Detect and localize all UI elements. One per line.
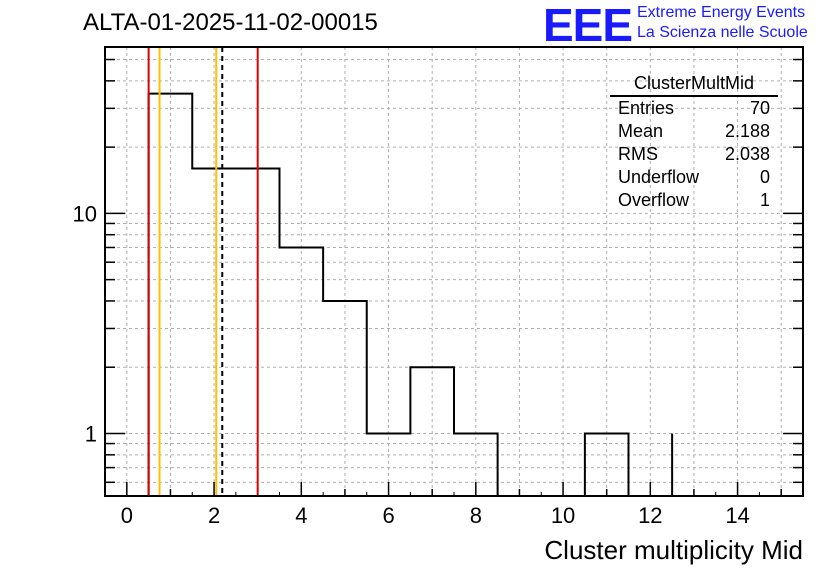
histogram-outline	[147, 92, 674, 496]
x-tick-label: 6	[382, 503, 394, 528]
logo-line-2: La Scienza nelle Scuole	[637, 24, 808, 41]
eee-logo: EEE	[543, 0, 633, 51]
y-tick-label: 1	[85, 421, 97, 446]
x-tick-label: 10	[551, 503, 575, 528]
x-tick-label: 8	[470, 503, 482, 528]
stats-label: Entries	[618, 98, 675, 118]
stats-box: ClusterMultMid Entries 70 Mean 2.188 RMS…	[610, 72, 778, 212]
stats-row: Entries 70	[610, 97, 778, 120]
stats-label: Overflow	[618, 190, 690, 210]
y-tick-label: 10	[73, 201, 97, 226]
ticks-layer	[105, 58, 803, 496]
logo-line-1: Extreme Energy Events	[637, 4, 806, 21]
x-tick-label: 12	[638, 503, 662, 528]
x-tick-label: 2	[208, 503, 220, 528]
stats-label: Underflow	[618, 167, 700, 187]
run-title: ALTA-01-2025-11-02-00015	[83, 9, 378, 36]
stats-title: ClusterMultMid	[610, 72, 778, 97]
stats-value: 1	[759, 190, 770, 210]
x-tick-label: 0	[121, 503, 133, 528]
stats-value: 2.188	[724, 121, 770, 141]
stats-label: Mean	[618, 121, 664, 141]
tick-labels-layer: 0 2 4 6 8 10 12 14 1 10	[73, 201, 750, 528]
stats-label: RMS	[618, 144, 658, 164]
stats-row: RMS 2.038	[610, 143, 778, 166]
stats-row: Underflow 0	[610, 166, 778, 189]
x-axis-label: Cluster multiplicity Mid	[544, 535, 803, 565]
x-tick-label: 4	[295, 503, 307, 528]
x-tick-label: 14	[725, 503, 749, 528]
stats-value: 2.038	[724, 144, 770, 164]
reference-lines-layer	[147, 47, 259, 496]
stats-row: Overflow 1	[610, 189, 778, 212]
stats-value: 70	[749, 98, 770, 118]
histogram-layer	[147, 92, 674, 496]
stats-value: 0	[759, 167, 770, 187]
stats-row: Mean 2.188	[610, 120, 778, 143]
plot-frame	[104, 46, 804, 497]
